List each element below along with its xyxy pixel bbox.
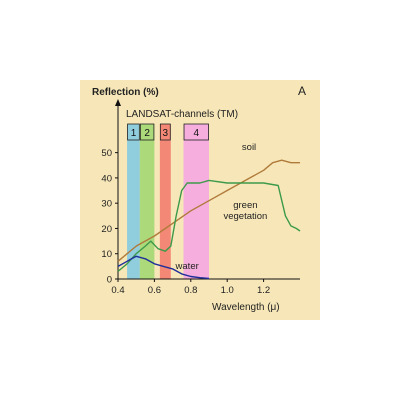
water-series-label: water xyxy=(175,261,199,272)
band-1-area xyxy=(127,124,140,279)
band-2-label: 2 xyxy=(144,128,150,139)
x-tick-label-1-0: 1.0 xyxy=(221,285,234,296)
band-4-label: 4 xyxy=(193,128,199,139)
x-tick-label-1-2: 1.2 xyxy=(257,285,270,296)
soil-series-label: soil xyxy=(242,142,256,153)
band-3-box xyxy=(159,123,171,141)
band-3-label: 3 xyxy=(163,128,169,139)
y-tick-label-50: 50 xyxy=(101,148,112,159)
water-line xyxy=(117,255,210,280)
panel-label: A xyxy=(298,84,306,98)
x-tick-label-0-4: 0.4 xyxy=(111,285,124,296)
bands-title: LANDSAT-channels (TM) xyxy=(126,109,238,120)
band-1-box xyxy=(127,123,140,141)
text-labels: A Reflection (%) LANDSAT-channels (TM) W… xyxy=(92,84,306,313)
soil-line xyxy=(117,159,300,262)
green-vegetation-label-line-2: vegetation xyxy=(223,211,267,222)
y-tick-label-20: 20 xyxy=(101,224,112,235)
band-2-box xyxy=(139,123,155,141)
x-axis-label: Wavelength (μ) xyxy=(212,302,280,313)
green-vegetation-label-line-1: green xyxy=(233,200,257,211)
band-2-area xyxy=(139,124,155,279)
series-lines: soil green vegetation water xyxy=(117,142,301,280)
x-tick-label-0-8: 0.8 xyxy=(184,285,197,296)
band-3-area xyxy=(159,124,171,279)
band-4-area xyxy=(183,124,209,279)
band-1-label: 1 xyxy=(131,128,137,139)
band-4-box xyxy=(183,123,209,141)
y-tick-label-10: 10 xyxy=(101,249,112,260)
y-axis-label: Reflection (%) xyxy=(92,87,159,98)
y-tick-label-40: 40 xyxy=(101,173,112,184)
green-vegetation-line xyxy=(117,179,301,272)
y-tick-label-30: 30 xyxy=(101,199,112,210)
green-vegetation-series-label: green vegetation xyxy=(223,200,267,222)
y-axis-arrow xyxy=(115,99,121,106)
axes: 0 10 20 30 40 50 0.4 0.6 0.8 1.0 1.2 xyxy=(101,99,300,296)
x-tick-label-0-6: 0.6 xyxy=(148,285,161,296)
y-tick-label-0: 0 xyxy=(107,275,112,286)
